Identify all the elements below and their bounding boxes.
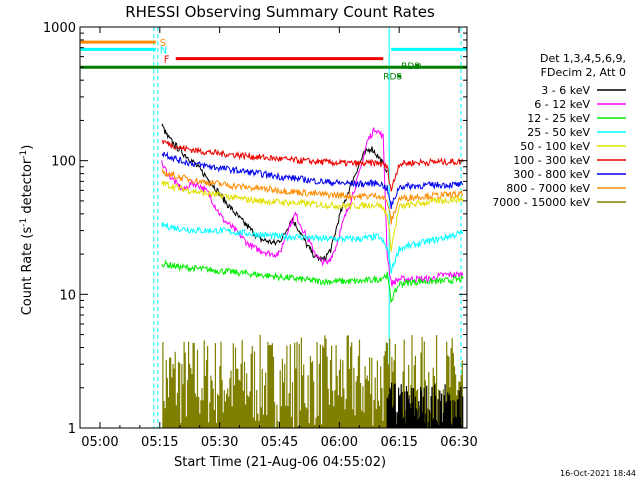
- rdd-mark-0: [415, 64, 420, 68]
- flag-label-2: F: [164, 55, 170, 66]
- legend-label-6: 300 - 800 keV: [513, 168, 590, 181]
- rdd-mark-1: [397, 74, 402, 78]
- y-tick-label-2: 100: [51, 155, 76, 170]
- x-tick-label-6: 06:30: [440, 435, 477, 450]
- y-tick-label-1: 10: [59, 288, 76, 303]
- legend: Det 1,3,4,5,6,9, FDecim 2, Att 0 3 - 6 k…: [492, 52, 626, 209]
- y-axis-label-sup2: -1: [19, 150, 29, 159]
- legend-header-2: FDecim 2, Att 0: [541, 66, 626, 79]
- x-tick-label-2: 05:30: [201, 435, 238, 450]
- y-tick-label-3: 1000: [43, 21, 76, 36]
- rdd-label-0: RDD: [401, 62, 421, 72]
- x-axis-label: Start Time (21-Aug-06 04:55:02): [174, 455, 386, 470]
- legend-label-5: 100 - 300 keV: [513, 154, 590, 167]
- series-line-5: [161, 139, 464, 192]
- rdd-label-1: RDS: [383, 73, 402, 83]
- x-tick-label-1: 05:15: [141, 435, 178, 450]
- y-axis-ticks: 1 10 100 1000: [43, 21, 467, 437]
- legend-label-3: 25 - 50 keV: [527, 126, 590, 139]
- plot-frame: [79, 26, 468, 429]
- series-line-4: [161, 180, 464, 252]
- series-line-2: [161, 259, 464, 303]
- legend-label-1: 6 - 12 keV: [534, 98, 590, 111]
- footer-timestamp: 16-Oct-2021 18:44: [560, 469, 636, 478]
- data-series: [161, 123, 464, 303]
- legend-label-0: 3 - 6 keV: [541, 84, 590, 97]
- y-axis-label: Count Rate (s-1 detector-1): [19, 145, 35, 316]
- x-tick-label-3: 05:45: [261, 435, 298, 450]
- y-axis-label-sup: -1: [19, 218, 29, 227]
- series-line-3: [161, 222, 464, 274]
- legend-label-8: 7000 - 15000 keV: [492, 196, 590, 209]
- legend-label-7: 800 - 7000 keV: [506, 182, 590, 195]
- series-line-0: [161, 123, 388, 262]
- band-3-6-kev-late: [386, 382, 464, 428]
- flag-label-1: N: [160, 45, 167, 56]
- legend-label-2: 12 - 25 keV: [527, 112, 590, 125]
- flag-label-0: S: [160, 38, 166, 49]
- noise-bands: [162, 334, 464, 428]
- legend-header-1: Det 1,3,4,5,6,9,: [540, 52, 626, 65]
- y-axis-label-rest: detector: [20, 158, 35, 218]
- y-tick-label-0: 1: [68, 422, 76, 437]
- x-axis-ticks: 05:00 05:15 05:30 05:45 06:00 06:15 06:30: [79, 27, 478, 450]
- series-line-7: [161, 168, 464, 225]
- series-line-6: [161, 151, 464, 210]
- x-tick-label-4: 06:00: [321, 435, 358, 450]
- x-tick-label-5: 06:15: [380, 435, 417, 450]
- y-axis-label-base: Count Rate (s: [20, 227, 35, 316]
- y-axis-label-close: ): [20, 145, 35, 150]
- chart-title: RHESSI Observing Summary Count Rates: [125, 3, 435, 21]
- legend-label-4: 50 - 100 keV: [520, 140, 590, 153]
- x-tick-label-0: 05:00: [81, 435, 118, 450]
